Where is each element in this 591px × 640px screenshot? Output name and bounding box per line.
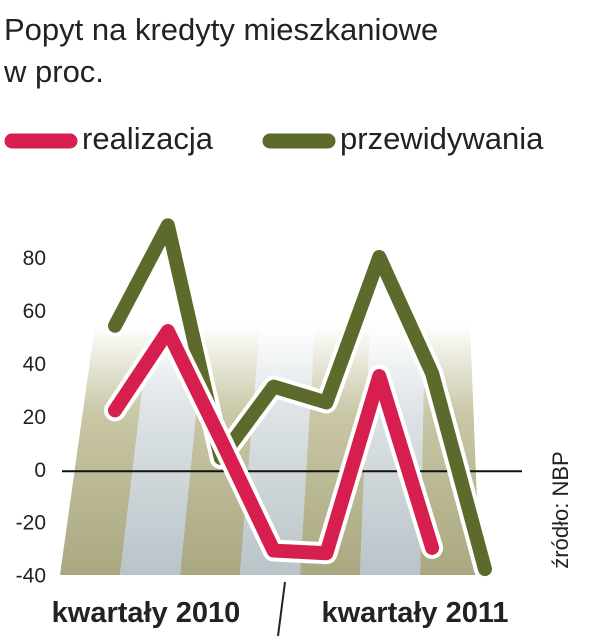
y-tick-label: -20 (16, 512, 46, 535)
x-group-label: kwartały 2011 (321, 597, 508, 629)
separator (277, 581, 286, 637)
chart-title: Popyt na kredyty mieszkaniowe (4, 12, 438, 47)
y-tick-label: 40 (23, 353, 46, 376)
y-tick-label: 80 (23, 247, 46, 270)
legend-label: przewidywania (340, 121, 544, 156)
source: źródło: NBP (548, 451, 573, 568)
chart-subtitle: w proc. (3, 54, 104, 89)
x-group-label: kwartały 2010 (52, 597, 241, 629)
legend-label: realizacja (82, 121, 214, 156)
y-tick-label: 60 (23, 300, 46, 323)
y-tick-label: 20 (23, 406, 46, 429)
series-line (108, 218, 492, 577)
y-tick-label: 0 (34, 459, 46, 482)
series-line (108, 324, 440, 561)
y-tick-label: -40 (16, 565, 46, 588)
